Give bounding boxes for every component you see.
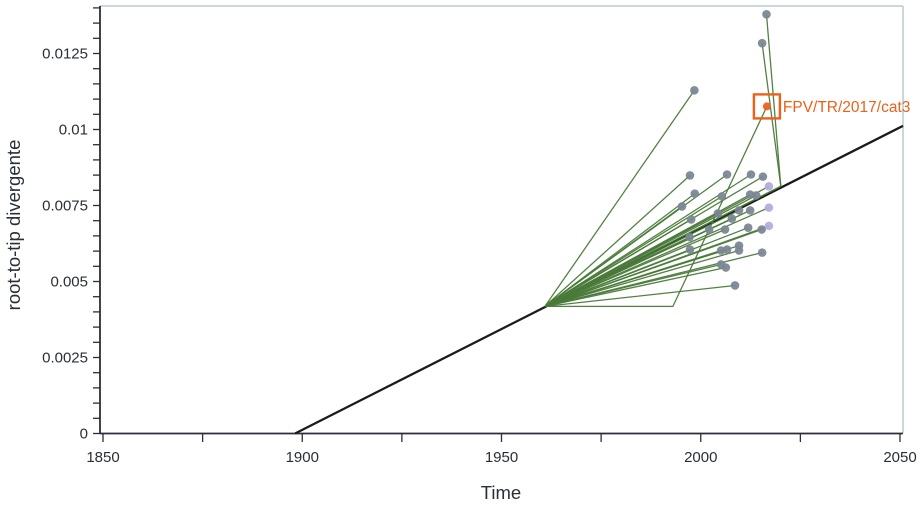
- tree-branch[interactable]: [544, 174, 691, 307]
- tip-node[interactable]: [685, 232, 694, 242]
- tip-node[interactable]: [690, 189, 700, 198]
- tip-node[interactable]: [758, 172, 768, 181]
- tip-node[interactable]: [720, 225, 730, 234]
- x-axis-title: Time: [481, 482, 521, 503]
- tip-node[interactable]: [757, 248, 767, 257]
- tip-node[interactable]: [746, 170, 756, 179]
- tree-branch[interactable]: [544, 284, 736, 308]
- tip-node[interactable]: [745, 206, 755, 215]
- y-tick-label: 0.0125: [42, 46, 88, 63]
- tip-node[interactable]: [686, 215, 696, 224]
- tip-node[interactable]: [722, 245, 732, 254]
- tree-branch[interactable]: [544, 185, 770, 307]
- tip-node[interactable]: [713, 209, 723, 218]
- tree-branch[interactable]: [544, 236, 690, 307]
- y-axis-title: root-to-tip divergente: [3, 140, 24, 311]
- y-tick-label: 0.01: [59, 122, 88, 139]
- tree-branch[interactable]: [544, 89, 695, 307]
- tree-branch[interactable]: [544, 218, 692, 307]
- tip-node[interactable]: [685, 245, 695, 254]
- tree-branch[interactable]: [544, 195, 723, 307]
- tree-branch[interactable]: [544, 248, 691, 308]
- x-tick-label: 1850: [86, 449, 119, 466]
- x-tick-label: 1900: [286, 449, 319, 466]
- tip-node[interactable]: [717, 192, 727, 201]
- tip-node[interactable]: [734, 206, 744, 215]
- tip-node[interactable]: [704, 225, 714, 234]
- y-tick-label: 0.0075: [42, 198, 88, 215]
- tree-branch[interactable]: [544, 263, 722, 308]
- tip-node[interactable]: [743, 223, 753, 232]
- tree-branch[interactable]: [544, 106, 768, 308]
- tree-branch[interactable]: [544, 225, 770, 308]
- tip-node[interactable]: [690, 85, 699, 95]
- tree-branch[interactable]: [544, 244, 740, 308]
- highlight-box: [752, 93, 782, 120]
- y-tick-label: 0.0025: [42, 350, 88, 367]
- tip-node[interactable]: [730, 281, 740, 290]
- tree-branch[interactable]: [544, 207, 770, 307]
- tree-branch[interactable]: [544, 43, 782, 307]
- y-tick-label: 0: [80, 426, 88, 443]
- chart-layers: 0 0.0025 0.005 0.0075 0.01 0.0125 1850 1900 1950…: [42, 5, 917, 466]
- tree-branch[interactable]: [544, 249, 740, 308]
- tip-node[interactable]: [757, 38, 767, 48]
- tip-node[interactable]: [764, 203, 774, 212]
- tip-node[interactable]: [677, 202, 687, 211]
- highlighted-tip-label: FPV/TR/2017/cat3: [783, 99, 911, 116]
- tree-branch[interactable]: [544, 266, 727, 308]
- tip-node[interactable]: [685, 171, 695, 180]
- tree-branch[interactable]: [544, 205, 683, 307]
- tip-node[interactable]: [722, 170, 732, 179]
- tip-node[interactable]: [751, 191, 761, 200]
- tip-node[interactable]: [762, 9, 771, 19]
- y-tick-label: 0.005: [50, 274, 88, 291]
- tip-node-highlighted[interactable]: [762, 102, 771, 111]
- tip-node[interactable]: [764, 182, 774, 191]
- tip-node[interactable]: [764, 221, 774, 231]
- tip-node[interactable]: [734, 246, 744, 255]
- x-tick-label: 1950: [485, 449, 518, 466]
- tip-node[interactable]: [727, 214, 737, 223]
- tree-branch[interactable]: [544, 14, 782, 307]
- x-tick-label: 2000: [684, 449, 717, 466]
- tip-node[interactable]: [721, 263, 731, 272]
- tip-node[interactable]: [757, 225, 767, 234]
- x-tick-label: 2050: [883, 449, 916, 466]
